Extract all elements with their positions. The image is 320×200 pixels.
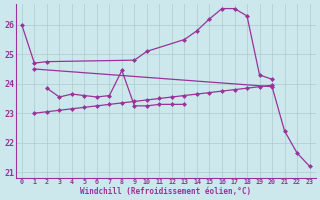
X-axis label: Windchill (Refroidissement éolien,°C): Windchill (Refroidissement éolien,°C) <box>80 187 251 196</box>
